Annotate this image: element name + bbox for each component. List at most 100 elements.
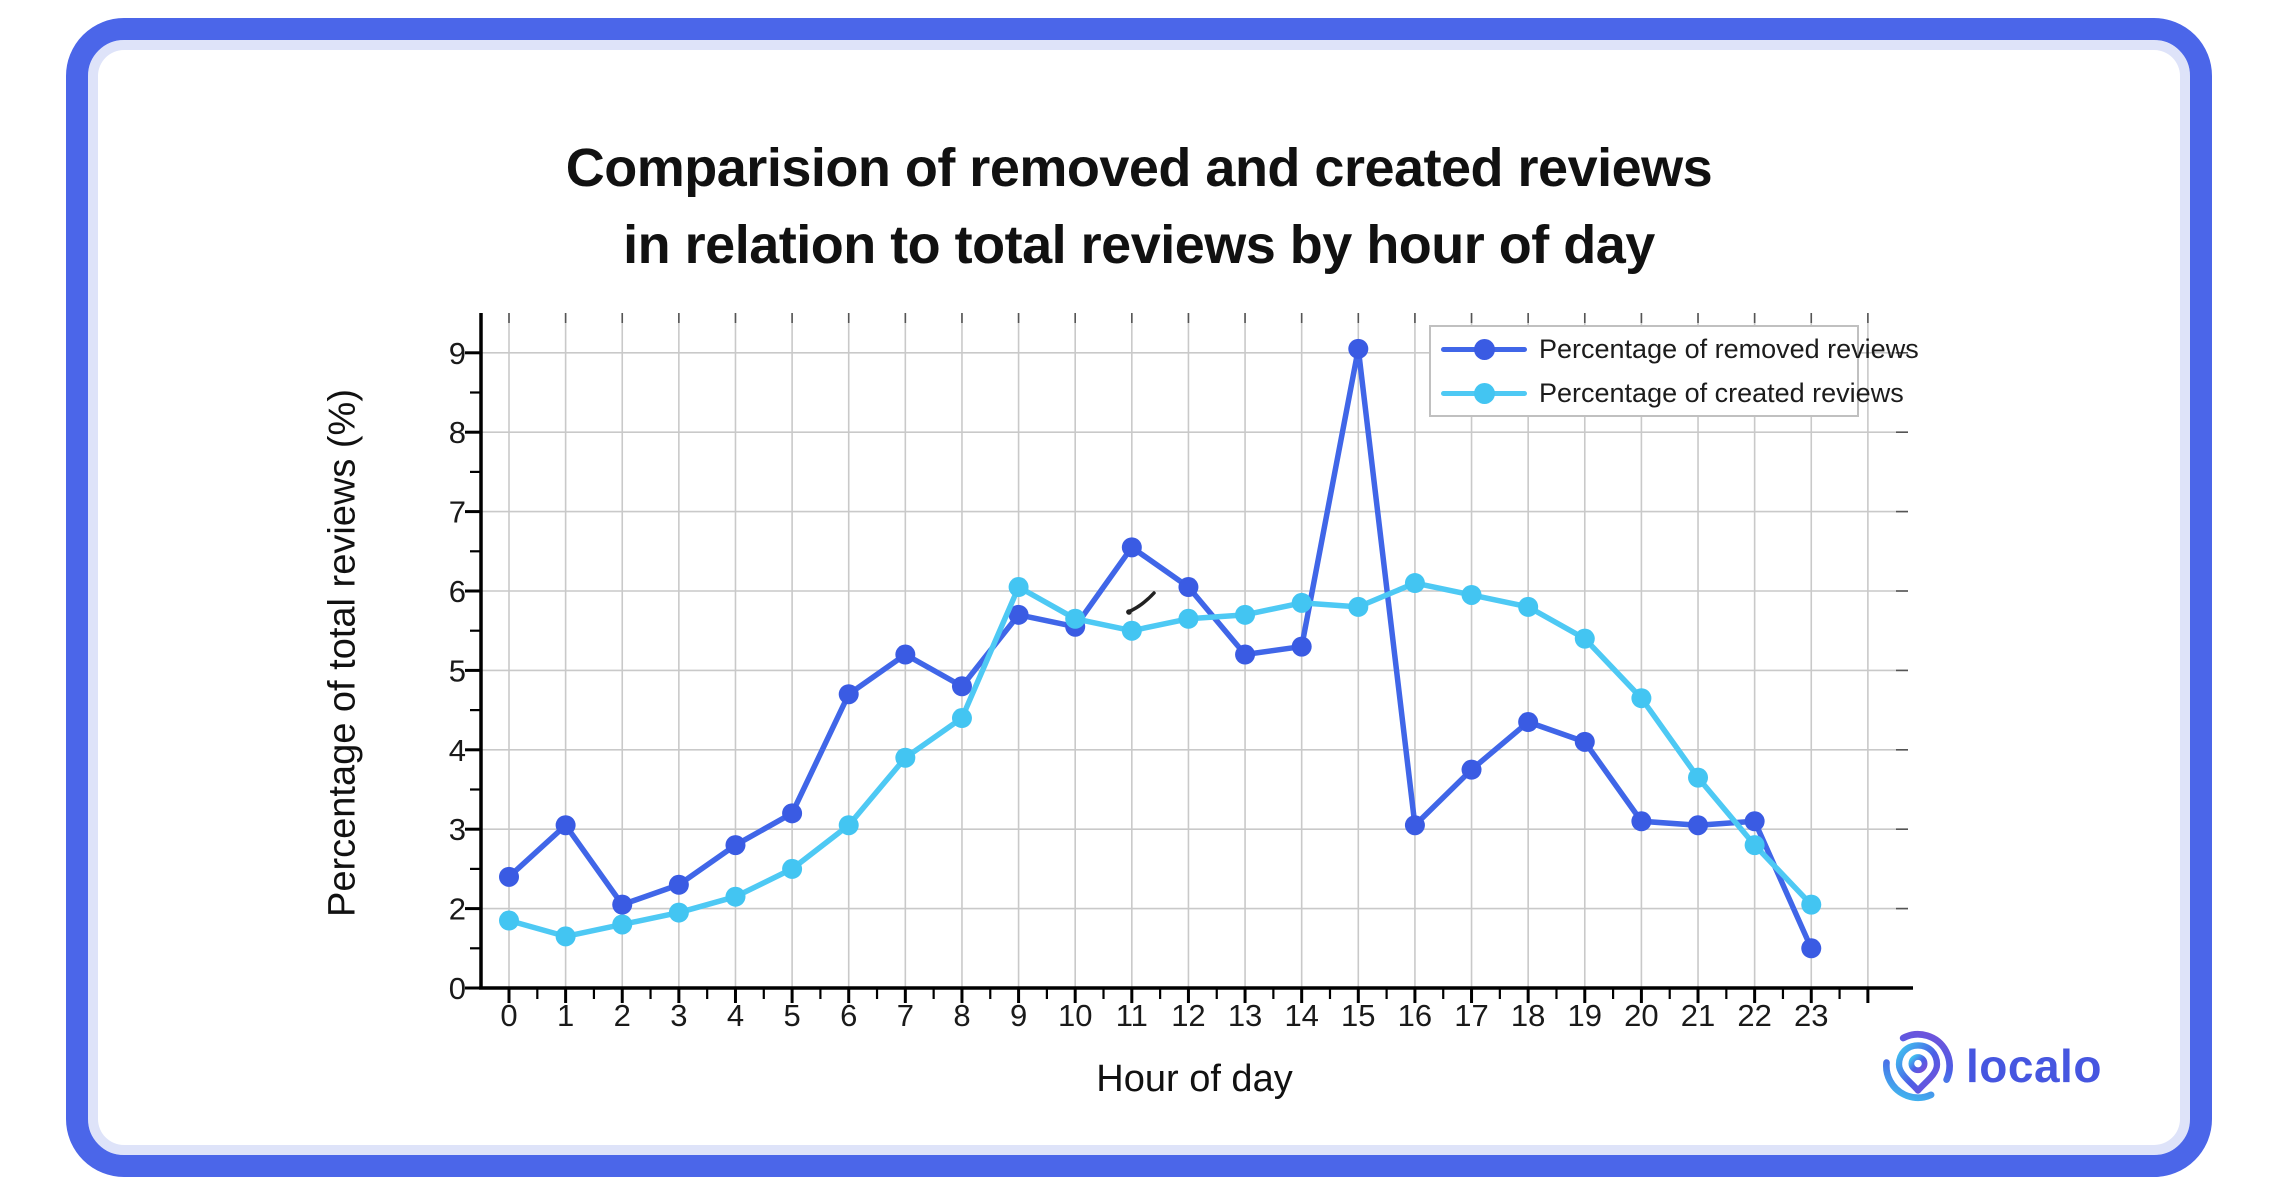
x-tick-label: 10 <box>1058 998 1092 1033</box>
x-tick-label: 13 <box>1228 998 1262 1033</box>
created-data-point <box>499 910 519 931</box>
removed-data-point <box>1235 644 1256 665</box>
y-axis-label: Percentage of total reviews (%) <box>321 388 364 918</box>
created-data-point <box>1518 596 1539 617</box>
y-tick-label: 7 <box>449 495 466 530</box>
chart-title-line-2: in relation to total reviews by hour of … <box>623 215 1655 275</box>
created-data-point <box>555 926 576 947</box>
created-data-point <box>1065 608 1086 629</box>
x-tick-label: 9 <box>1010 998 1027 1033</box>
created-data-point <box>1688 767 1709 788</box>
removed-data-point <box>1574 731 1595 752</box>
removed-data-point <box>1518 712 1539 733</box>
chart-title-line-1: Comparision of removed and created revie… <box>565 138 1713 198</box>
y-tick-label: 4 <box>449 733 466 768</box>
x-tick-label: 5 <box>783 998 800 1033</box>
x-tick-label: 11 <box>1116 998 1148 1033</box>
created-data-point <box>1178 608 1199 629</box>
created-data-point <box>725 886 746 907</box>
x-tick-label: 7 <box>897 998 914 1033</box>
x-tick-label: 19 <box>1568 998 1602 1033</box>
chart-legend: Percentage of removed reviews Percentage… <box>1429 325 1919 417</box>
localo-logo-text: localo <box>1966 1040 2102 1092</box>
created-data-point <box>1631 688 1652 709</box>
created-data-point <box>1801 894 1822 915</box>
created-data-point <box>1461 584 1482 605</box>
removed-data-point <box>1348 338 1369 359</box>
removed-data-point <box>1121 537 1142 558</box>
removed-data-point <box>1008 604 1029 625</box>
removed-data-point <box>555 815 576 836</box>
removed-data-point <box>838 684 859 705</box>
removed-data-point <box>1688 815 1709 836</box>
created-data-point <box>951 708 972 729</box>
x-tick-label: 20 <box>1624 998 1658 1033</box>
x-tick-label: 17 <box>1454 998 1488 1033</box>
created-data-point <box>612 914 633 935</box>
y-tick-label: 3 <box>449 812 466 847</box>
x-tick-label: 0 <box>500 998 517 1033</box>
removed-data-point <box>1744 811 1765 832</box>
created-data-point <box>1235 604 1256 625</box>
created-data-point <box>1121 620 1142 641</box>
removed-data-point <box>1178 577 1199 598</box>
x-tick-label: 1 <box>557 998 574 1033</box>
created-data-point <box>1574 628 1595 649</box>
x-tick-label: 4 <box>727 998 744 1033</box>
y-tick-label: 6 <box>449 574 466 609</box>
removed-data-point <box>951 676 972 697</box>
x-tick-label: 15 <box>1341 998 1375 1033</box>
y-tick-label: 5 <box>449 653 466 688</box>
x-tick-label: 8 <box>953 998 970 1033</box>
removed-data-point <box>1461 759 1482 780</box>
localo-logo: localo <box>1880 1026 2102 1106</box>
y-tick-label: 9 <box>449 336 466 371</box>
removed-data-point <box>725 835 746 856</box>
removed-data-point <box>499 866 519 887</box>
removed-data-point <box>1404 815 1425 836</box>
x-tick-label: 16 <box>1398 998 1432 1033</box>
created-series-swatch-icon <box>1441 374 1527 412</box>
y-tick-label: 8 <box>449 415 466 450</box>
removed-data-point <box>612 894 633 915</box>
localo-pin-icon <box>1883 1031 1953 1101</box>
x-tick-label: 12 <box>1171 998 1205 1033</box>
removed-data-point <box>1631 811 1652 832</box>
created-data-point <box>668 902 689 923</box>
created-data-point <box>1291 592 1312 613</box>
created-data-point <box>782 858 803 879</box>
created-data-point <box>1744 835 1765 856</box>
x-tick-label: 23 <box>1794 998 1828 1033</box>
created-series-line <box>506 580 1815 940</box>
removed-data-point <box>1801 938 1822 959</box>
y-tick-label: 0 <box>449 971 466 1006</box>
x-axis-label: Hour of day <box>1096 1058 1293 1100</box>
removed-data-point <box>895 644 916 665</box>
y-tick-label: 2 <box>449 892 466 927</box>
created-data-point <box>1404 573 1425 594</box>
created-data-point <box>1008 577 1029 598</box>
removed-data-point <box>782 803 803 824</box>
x-tick-label: 3 <box>670 998 687 1033</box>
legend-label-created: Percentage of created reviews <box>1539 377 1904 408</box>
legend-label-removed: Percentage of removed reviews <box>1539 333 1919 364</box>
chart-title: Comparision of removed and created revie… <box>66 130 2212 284</box>
x-tick-label: 6 <box>840 998 857 1033</box>
legend-item-created: Percentage of created reviews <box>1441 374 1904 412</box>
legend-item-removed: Percentage of removed reviews <box>1441 330 1919 368</box>
removed-data-point <box>1291 636 1312 657</box>
x-tick-label: 18 <box>1511 998 1545 1033</box>
x-tick-label: 14 <box>1284 998 1318 1033</box>
created-data-point <box>895 747 916 768</box>
x-tick-label: 21 <box>1681 998 1715 1033</box>
created-data-point <box>1348 596 1369 617</box>
removed-data-point <box>668 874 689 895</box>
created-data-point <box>838 815 859 836</box>
removed-series-line <box>506 346 1815 952</box>
removed-series-swatch-icon <box>1441 330 1527 368</box>
stray-mark <box>1126 609 1132 615</box>
x-tick-label: 2 <box>614 998 631 1033</box>
x-tick-label: 22 <box>1737 998 1771 1033</box>
chart-card <box>66 18 2212 1177</box>
